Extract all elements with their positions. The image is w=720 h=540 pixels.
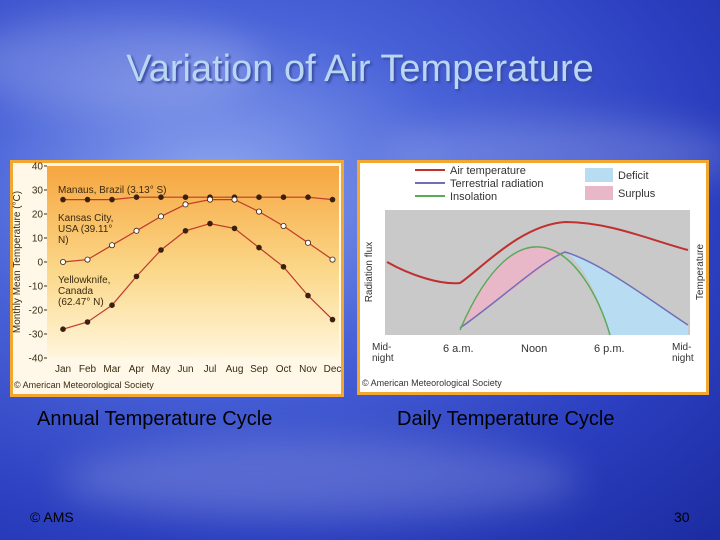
data-point	[60, 196, 66, 203]
legend-label: Terrestrial radiation	[450, 178, 544, 190]
data-point	[133, 227, 140, 234]
y-tick-label: -40	[29, 354, 44, 365]
data-point	[329, 256, 336, 263]
data-point	[280, 222, 287, 229]
data-point	[157, 213, 164, 220]
y-tick-label: 40	[32, 162, 44, 173]
data-point	[84, 319, 91, 325]
data-point	[329, 316, 336, 323]
y-tick-label: -20	[29, 306, 44, 317]
y2-axis-label: Temperature	[695, 243, 706, 300]
data-point	[109, 196, 115, 203]
data-point	[133, 194, 140, 201]
data-point	[207, 220, 213, 227]
x-tick-label: Jul	[204, 364, 217, 375]
slide-title: Variation of Air Temperature	[126, 48, 594, 90]
data-point	[84, 256, 91, 263]
data-point	[231, 196, 238, 203]
series-line	[62, 222, 333, 330]
data-point	[206, 196, 213, 203]
data-point	[182, 228, 189, 234]
x-tick-label: Aug	[226, 364, 244, 375]
data-point	[158, 194, 164, 201]
x-label: Mid-night	[372, 342, 394, 364]
data-point	[109, 302, 115, 309]
data-point	[256, 194, 262, 201]
x-tick-label: Dec	[324, 364, 342, 375]
y-tick-label: -10	[29, 282, 44, 293]
data-point	[133, 273, 140, 280]
y-axis-label: Monthly Mean Temperature (°C)	[12, 191, 23, 333]
data-point	[158, 247, 164, 253]
x-tick-label: Oct	[276, 364, 292, 375]
series-line	[62, 199, 333, 263]
series-label: Manaus, Brazil (3.13° S)	[58, 185, 167, 196]
data-point	[329, 196, 336, 203]
data-point	[182, 194, 189, 201]
insolation-curve	[459, 246, 611, 336]
legend-label: Insolation	[450, 191, 497, 203]
data-point	[255, 208, 262, 215]
terrestrial-curve	[459, 251, 689, 329]
series-label: Kansas City, USA (39.11° N)	[58, 213, 114, 246]
series-line	[63, 196, 333, 201]
x-tick-label: Feb	[79, 364, 97, 375]
data-point	[280, 263, 287, 270]
credit: © American Meteorological Society	[362, 378, 502, 388]
x-tick-label: May	[152, 364, 171, 375]
legend-label: Air temperature	[450, 165, 526, 177]
air-temperature-curve	[386, 220, 689, 285]
y-tick-label: 30	[32, 186, 44, 197]
page-number: 30	[674, 509, 690, 525]
legend-label: Surplus	[618, 188, 656, 200]
data-point	[60, 326, 66, 333]
footer: © AMS	[30, 509, 74, 525]
x-label: Mid-night	[672, 342, 694, 364]
y-tick-label: -30	[29, 330, 44, 341]
data-point	[231, 225, 238, 232]
caption: Annual Temperature Cycle	[37, 408, 273, 430]
legend-swatch	[585, 168, 613, 182]
x-tick-label: Mar	[103, 364, 121, 375]
x-label: Noon	[521, 343, 548, 355]
y-tick-label: 0	[37, 258, 43, 269]
y-tick-label: 10	[32, 234, 44, 245]
series-label: Yellowknife, Canada (62.47° N)	[58, 275, 111, 308]
y-tick-label: 20	[32, 210, 44, 221]
x-label: 6 a.m.	[443, 343, 474, 355]
data-point	[182, 201, 189, 208]
plot-area	[47, 166, 339, 358]
x-tick-label: Nov	[299, 364, 317, 375]
credit: © American Meteorological Society	[14, 380, 154, 390]
data-point	[84, 196, 91, 203]
legend-label: Deficit	[618, 170, 649, 182]
x-tick-label: Apr	[129, 364, 145, 375]
x-label: 6 p.m.	[594, 343, 625, 355]
deficit-area	[565, 252, 688, 335]
data-point	[305, 292, 311, 299]
data-point	[304, 239, 311, 246]
caption: Daily Temperature Cycle	[397, 408, 615, 430]
x-tick-label: Sep	[250, 364, 268, 375]
data-point	[305, 194, 311, 201]
data-point	[109, 242, 116, 249]
y-axis-label: Radiation flux	[364, 242, 375, 303]
cloud	[60, 440, 580, 520]
data-point	[280, 194, 287, 201]
data-point	[256, 244, 262, 251]
x-tick-label: Jun	[177, 364, 193, 375]
data-point	[60, 258, 67, 265]
legend-swatch	[585, 186, 613, 200]
x-tick-label: Jan	[55, 364, 71, 375]
cloud	[0, 20, 260, 110]
